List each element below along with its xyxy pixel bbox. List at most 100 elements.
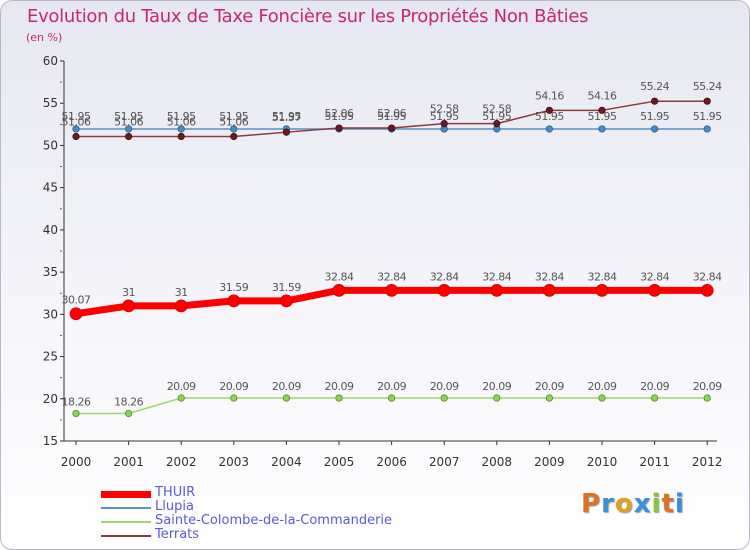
data-point-llupia — [230, 125, 238, 133]
data-point-thuir — [648, 283, 661, 297]
data-point-terrats — [387, 124, 396, 132]
data-point-sainte-colombe — [72, 409, 80, 418]
legend-label: Terrats — [155, 527, 200, 542]
data-point-thuir — [227, 294, 241, 308]
logo-letter: x — [633, 489, 652, 519]
data-point-thuir — [595, 283, 609, 297]
data-label-terrats: 55.24 — [693, 80, 722, 93]
data-label-sainte-colombe: 20.09 — [535, 380, 564, 393]
data-point-terrats — [125, 132, 133, 141]
x-tick-label: 2009 — [534, 455, 565, 469]
data-label-thuir: 32.84 — [588, 270, 617, 283]
data-point-terrats — [335, 124, 343, 132]
data-point-terrats — [440, 120, 448, 128]
data-label-sainte-colombe: 20.09 — [482, 380, 511, 393]
chart-title: Evolution du Taux de Taxe Foncière sur l… — [27, 6, 589, 27]
y-tick-label: 45 — [43, 181, 58, 195]
data-point-llupia — [177, 125, 185, 133]
data-label-llupia: 51.95 — [535, 110, 564, 123]
x-tick-label: 2008 — [482, 455, 513, 469]
data-point-llupia — [125, 125, 133, 133]
data-label-llupia: 51.95 — [62, 110, 91, 123]
y-axis-unit: (en %) — [26, 31, 63, 44]
data-point-thuir — [69, 307, 83, 321]
data-label-thuir: 31 — [122, 286, 135, 299]
data-point-thuir — [700, 283, 714, 297]
data-label-thuir: 32.84 — [430, 270, 459, 283]
data-label-terrats: 52.06 — [325, 107, 354, 120]
data-label-terrats: 54.16 — [535, 89, 564, 102]
logo-letter: o — [614, 489, 634, 519]
data-label-thuir: 32.84 — [325, 270, 354, 283]
data-point-thuir — [279, 294, 293, 308]
data-point-sainte-colombe — [545, 394, 554, 402]
data-point-terrats — [598, 106, 606, 114]
x-tick-label: 2004 — [271, 455, 302, 469]
data-point-thuir — [332, 283, 346, 297]
data-point-sainte-colombe — [493, 394, 501, 402]
data-point-sainte-colombe — [335, 394, 343, 402]
data-point-sainte-colombe — [177, 394, 185, 402]
legend-swatch — [101, 490, 151, 498]
data-point-llupia — [545, 125, 554, 133]
y-tick-label: 35 — [43, 265, 58, 279]
data-point-thuir — [490, 283, 504, 297]
data-label-llupia: 51.95 — [377, 110, 406, 123]
data-point-thuir — [385, 283, 399, 297]
logo-letter: P — [581, 489, 602, 519]
data-point-sainte-colombe — [282, 394, 290, 402]
data-label-sainte-colombe: 20.09 — [588, 380, 617, 393]
data-label-terrats: 52.58 — [430, 103, 459, 116]
legend-swatch — [101, 521, 151, 523]
x-tick-label: 2011 — [639, 455, 670, 469]
y-tick-label: 50 — [43, 138, 58, 152]
data-point-sainte-colombe — [703, 394, 711, 402]
x-tick-label: 2006 — [376, 455, 407, 469]
legend-label: Llupia — [155, 499, 194, 514]
data-label-terrats: 51.06 — [62, 115, 91, 128]
data-point-llupia — [598, 125, 606, 133]
data-label-thuir: 32.84 — [482, 270, 511, 283]
data-label-llupia: 51.95 — [693, 110, 722, 123]
x-tick-label: 2007 — [429, 455, 460, 469]
data-label-sainte-colombe: 20.09 — [325, 380, 354, 393]
data-label-llupia: 51.95 — [272, 110, 301, 123]
data-label-thuir: 31.59 — [272, 281, 301, 294]
logo-letter: r — [601, 489, 615, 519]
x-tick-label: 2005 — [324, 455, 355, 469]
data-point-terrats — [493, 120, 501, 128]
data-point-terrats — [72, 132, 80, 141]
x-tick-label: 2002 — [166, 455, 197, 469]
data-label-sainte-colombe: 18.26 — [62, 395, 91, 408]
x-tick-label: 2001 — [113, 455, 144, 469]
y-tick-label: 40 — [43, 223, 58, 237]
legend-swatch — [101, 535, 151, 537]
legend-label: THUIR — [155, 485, 196, 500]
data-label-sainte-colombe: 20.09 — [693, 380, 722, 393]
data-point-llupia — [72, 125, 80, 133]
x-tick-label: 2003 — [219, 455, 250, 469]
y-tick-label: 30 — [43, 307, 58, 321]
data-label-thuir: 30.07 — [62, 294, 91, 307]
data-point-terrats — [282, 128, 290, 136]
data-label-thuir: 32.84 — [640, 270, 669, 283]
x-tick-label: 2010 — [587, 455, 618, 469]
y-tick-label: 55 — [43, 96, 58, 110]
y-tick-label: 60 — [43, 54, 58, 68]
data-label-thuir: 31 — [175, 286, 188, 299]
data-point-thuir — [122, 299, 135, 313]
data-label-terrats: 54.16 — [588, 89, 617, 102]
data-label-sainte-colombe: 20.09 — [272, 380, 301, 393]
data-point-terrats — [230, 132, 238, 141]
data-label-sainte-colombe: 20.09 — [640, 380, 669, 393]
data-point-sainte-colombe — [440, 394, 448, 402]
legend-swatch — [101, 507, 151, 509]
data-point-sainte-colombe — [125, 409, 133, 418]
data-point-sainte-colombe — [230, 394, 238, 402]
data-label-sainte-colombe: 20.09 — [430, 380, 459, 393]
data-label-terrats: 51.06 — [219, 115, 248, 128]
data-label-sainte-colombe: 20.09 — [219, 380, 248, 393]
data-label-sainte-colombe: 18.26 — [114, 395, 143, 408]
data-label-sainte-colombe: 20.09 — [377, 380, 406, 393]
